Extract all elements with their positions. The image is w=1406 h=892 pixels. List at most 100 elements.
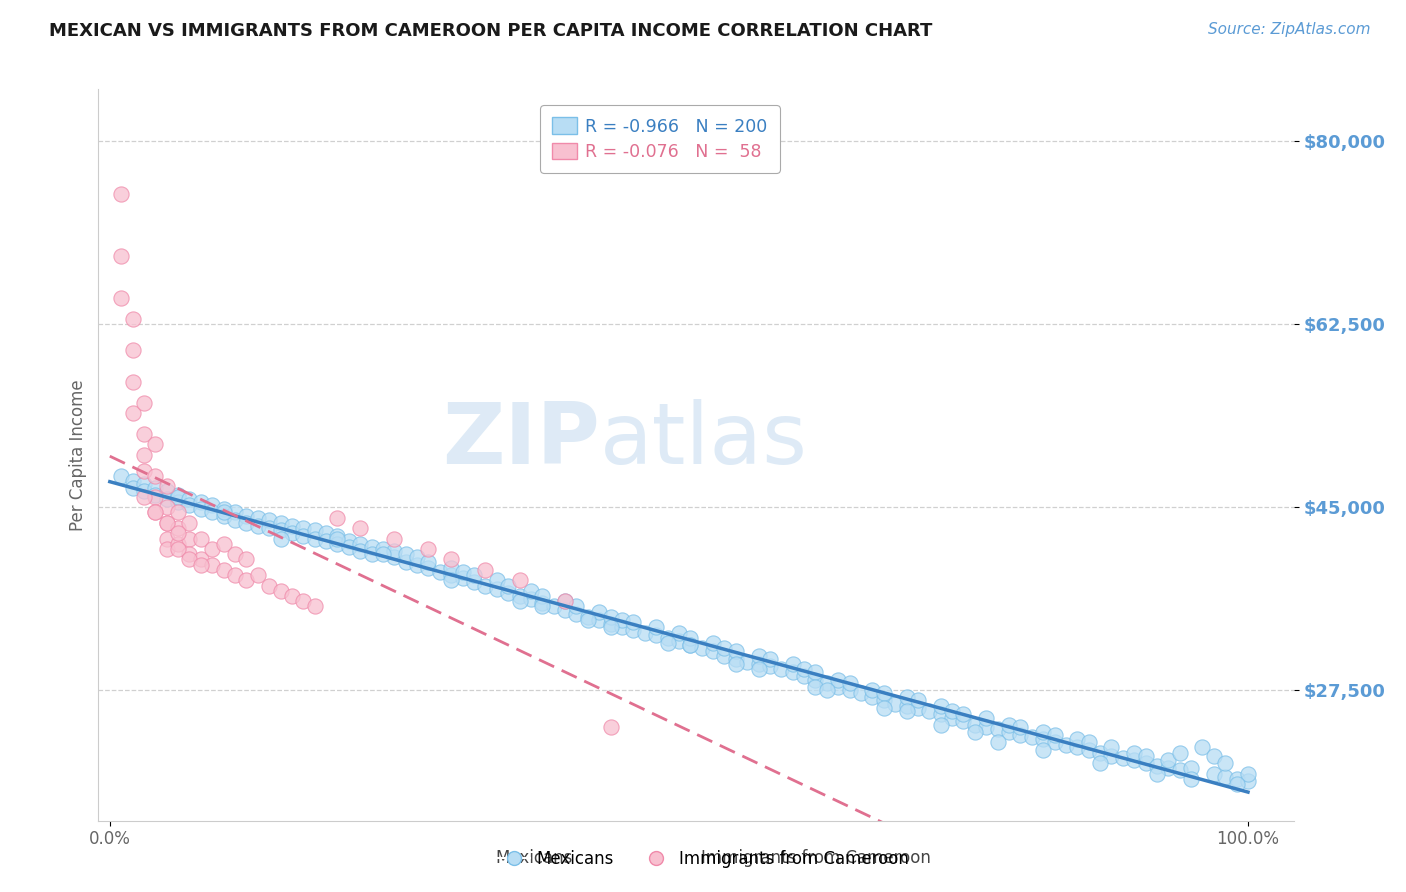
Point — [212, 505, 235, 519]
Point — [156, 532, 179, 546]
Point — [702, 644, 724, 658]
Point — [1077, 735, 1099, 749]
Point — [815, 683, 838, 698]
Point — [679, 638, 702, 652]
Point — [520, 592, 543, 607]
Point — [292, 594, 315, 608]
Point — [440, 568, 463, 582]
Point — [121, 481, 143, 495]
Point — [724, 644, 747, 658]
Point — [132, 484, 155, 499]
Point — [315, 533, 337, 548]
Point — [304, 599, 326, 614]
Point — [713, 641, 735, 656]
Point — [451, 565, 474, 579]
Point — [315, 526, 337, 541]
Point — [121, 375, 143, 389]
Point — [132, 395, 155, 409]
Point — [235, 516, 257, 530]
Point — [679, 631, 702, 645]
Point — [1226, 772, 1249, 786]
Point — [588, 605, 610, 619]
Point — [201, 505, 224, 519]
Point — [974, 711, 997, 725]
Point — [804, 680, 827, 694]
Point — [292, 529, 315, 543]
Point — [257, 513, 280, 527]
Point — [1202, 766, 1225, 780]
Point — [190, 532, 212, 546]
Point — [382, 532, 405, 546]
Point — [121, 312, 143, 326]
Point — [565, 599, 588, 614]
Point — [156, 491, 179, 506]
Point — [190, 502, 212, 516]
Point — [1202, 748, 1225, 763]
Point — [304, 523, 326, 537]
Point — [554, 602, 576, 616]
Point — [132, 490, 155, 504]
Point — [1021, 730, 1043, 744]
Point — [860, 690, 883, 705]
Point — [1123, 753, 1146, 767]
Point — [998, 724, 1021, 739]
Point — [1043, 728, 1066, 742]
Point — [543, 599, 565, 614]
Point — [793, 662, 815, 676]
Point — [621, 615, 644, 629]
Point — [132, 427, 155, 442]
Point — [610, 613, 633, 627]
Point — [235, 552, 257, 566]
Point — [110, 468, 132, 483]
Point — [440, 552, 463, 566]
Point — [246, 510, 269, 524]
Point — [156, 516, 179, 530]
Point — [382, 544, 405, 558]
Point — [406, 558, 429, 572]
Point — [724, 657, 747, 671]
Point — [349, 544, 371, 558]
Point — [281, 519, 304, 533]
Point — [156, 479, 179, 493]
Point — [1032, 742, 1054, 756]
Point — [474, 563, 496, 577]
Point — [531, 596, 554, 610]
Point — [281, 589, 304, 603]
Point — [167, 526, 190, 541]
Point — [1123, 746, 1146, 760]
Point — [304, 532, 326, 546]
Point — [748, 657, 770, 671]
Point — [621, 624, 644, 638]
Point — [382, 550, 405, 565]
Point — [509, 594, 531, 608]
Point — [143, 505, 166, 519]
Point — [849, 686, 872, 700]
Point — [1157, 761, 1180, 775]
Point — [599, 610, 621, 624]
Point — [326, 537, 349, 551]
Point — [884, 697, 907, 711]
Point — [110, 291, 132, 305]
Legend: Mexicans, Immigrants from Cameroon: Mexicans, Immigrants from Cameroon — [491, 844, 915, 875]
Point — [201, 541, 224, 556]
Point — [1237, 766, 1260, 780]
Point — [156, 484, 179, 499]
Point — [179, 498, 201, 512]
Point — [782, 657, 804, 671]
Point — [474, 578, 496, 592]
Point — [440, 561, 463, 575]
Point — [143, 488, 166, 502]
Point — [156, 500, 179, 515]
Point — [645, 627, 668, 641]
Point — [793, 669, 815, 683]
Point — [451, 571, 474, 585]
Point — [1032, 732, 1054, 747]
Point — [179, 532, 201, 546]
Point — [748, 662, 770, 676]
Point — [1157, 753, 1180, 767]
Point — [121, 343, 143, 358]
Point — [554, 594, 576, 608]
Point — [246, 568, 269, 582]
Point — [132, 464, 155, 478]
Point — [1010, 728, 1032, 742]
